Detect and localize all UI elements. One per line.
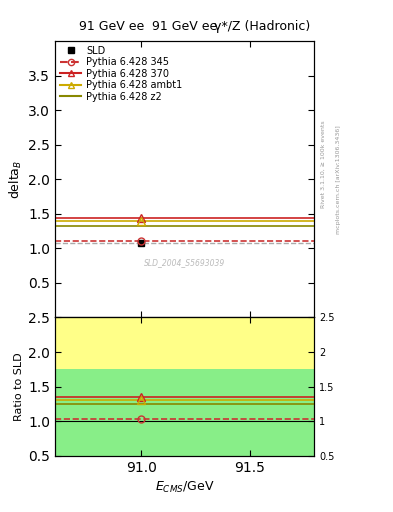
X-axis label: $E_{CMS}$/GeV: $E_{CMS}$/GeV [155, 480, 215, 495]
Y-axis label: Ratio to SLD: Ratio to SLD [14, 352, 24, 421]
Text: SLD_2004_S5693039: SLD_2004_S5693039 [144, 258, 225, 267]
Bar [55, 369, 314, 456]
Text: γ*/Z (Hadronic): γ*/Z (Hadronic) [214, 20, 310, 33]
Y-axis label: delta$_B$: delta$_B$ [8, 160, 24, 199]
Bar [55, 317, 314, 456]
Text: 91 GeV ee: 91 GeV ee [152, 19, 217, 33]
Legend: SLD, Pythia 6.428 345, Pythia 6.428 370, Pythia 6.428 ambt1, Pythia 6.428 z2: SLD, Pythia 6.428 345, Pythia 6.428 370,… [58, 44, 184, 103]
Text: 91 GeV ee: 91 GeV ee [79, 20, 144, 33]
Text: Rivet 3.1.10, ≥ 100k events: Rivet 3.1.10, ≥ 100k events [320, 120, 325, 208]
Text: mcplots.cern.ch [arXiv:1306.3436]: mcplots.cern.ch [arXiv:1306.3436] [336, 125, 341, 233]
